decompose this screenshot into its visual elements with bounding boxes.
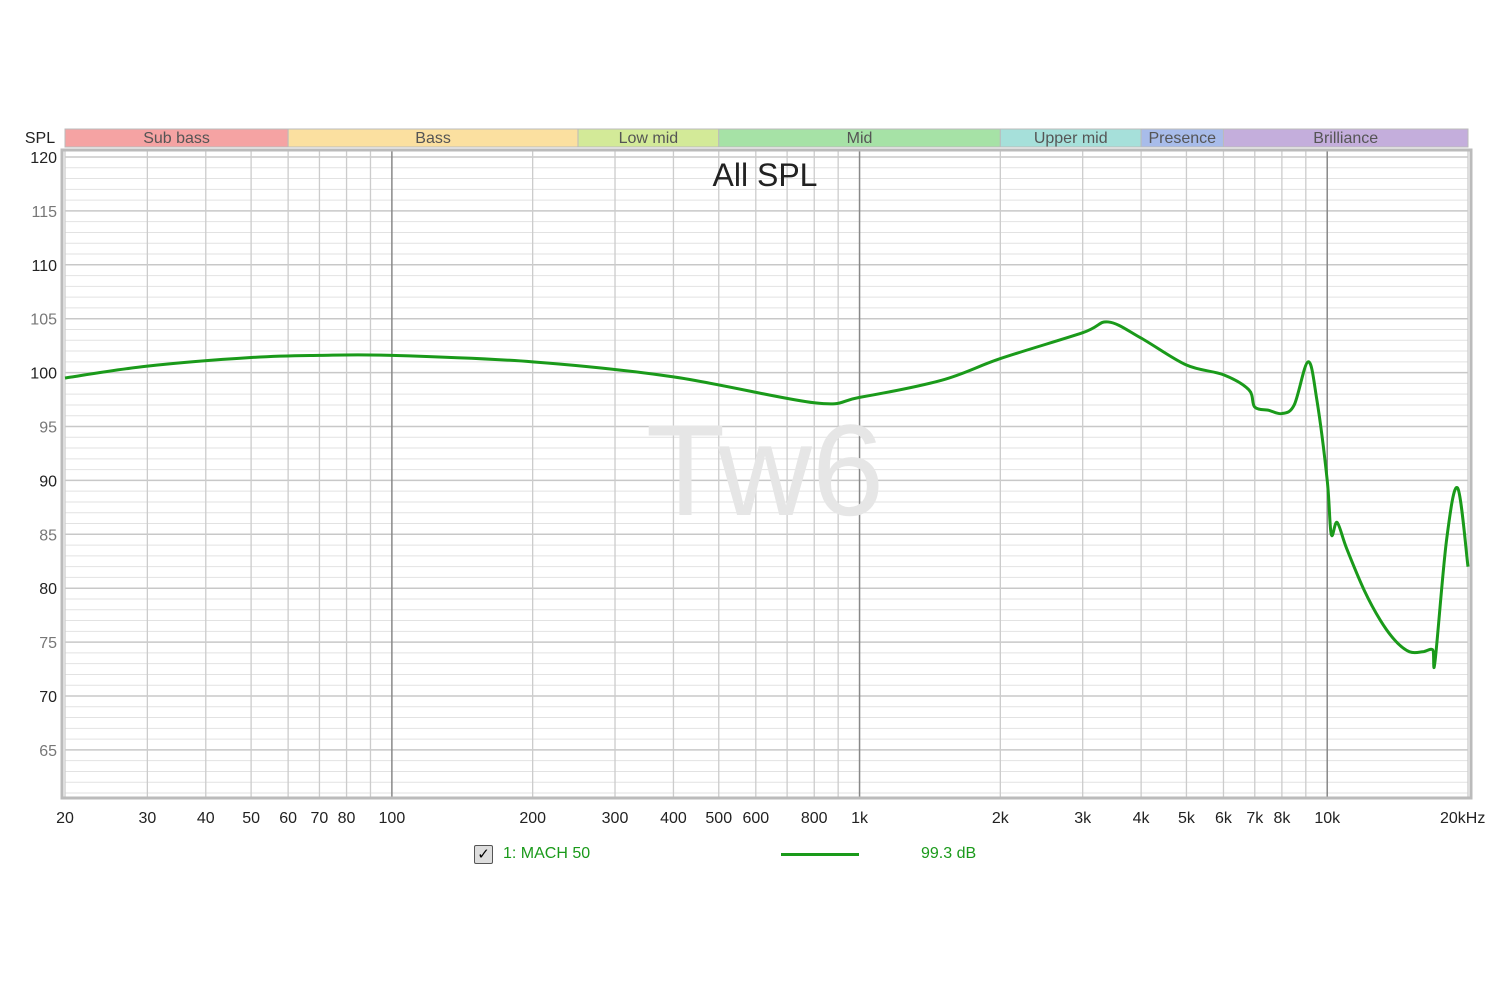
y-tick-label: 120 (30, 150, 57, 167)
band-brilliance (1222, 128, 1469, 148)
plot-area (60, 148, 1473, 800)
x-tick-label: 800 (801, 810, 828, 827)
x-tick-label: 400 (660, 810, 687, 827)
x-tick-label: 20kHz (1440, 810, 1485, 827)
y-tick-label: 110 (31, 258, 57, 275)
y-tick-label: 75 (39, 635, 57, 652)
y-tick-label: 105 (30, 312, 57, 329)
band-label: Presence (1148, 130, 1216, 147)
band-label: Sub bass (143, 130, 210, 147)
y-tick-label: 85 (39, 527, 57, 544)
x-tick-label: 8k (1273, 810, 1291, 827)
band-label: Low mid (619, 130, 679, 147)
x-tick-label: 100 (379, 810, 406, 827)
legend-series-average: 99.3 dB (921, 845, 977, 862)
x-tick-label: 50 (242, 810, 260, 827)
legend: ✓ 1: MACH 50 99.3 dB (474, 842, 976, 866)
x-tick-label: 5k (1178, 810, 1196, 827)
x-tick-label: 3k (1074, 810, 1092, 827)
x-tick-label: 10k (1314, 810, 1341, 827)
x-tick-label: 500 (705, 810, 732, 827)
plot-border (60, 148, 1473, 800)
x-tick-label: 6k (1215, 810, 1233, 827)
band-label: Brilliance (1313, 130, 1378, 147)
y-tick-label: 100 (30, 366, 57, 383)
x-tick-label: 20 (56, 810, 74, 827)
x-tick-label: 7k (1246, 810, 1264, 827)
y-tick-label: 70 (39, 689, 57, 706)
y-tick-label: 115 (31, 204, 57, 221)
x-tick-label: 60 (279, 810, 297, 827)
y-tick-label: 95 (39, 420, 57, 437)
band-label: Bass (415, 130, 451, 147)
x-tick-label: 70 (311, 810, 329, 827)
watermark: Tw6 (646, 397, 884, 543)
legend-line-swatch (781, 852, 859, 856)
chart-title: All SPL (713, 157, 818, 193)
x-tick-label: 40 (197, 810, 215, 827)
band-label: Upper mid (1034, 130, 1108, 147)
legend-series-name: 1: MACH 50 (503, 845, 591, 862)
series-line-mach-50 (64, 320, 1470, 670)
x-tick-label: 600 (742, 810, 769, 827)
x-tick-label: 200 (519, 810, 546, 827)
x-tick-label: 300 (602, 810, 629, 827)
y-tick-label: 90 (39, 473, 57, 490)
band-label: Mid (847, 130, 873, 147)
series-checkbox[interactable]: ✓ (474, 844, 493, 864)
y-tick-label: 65 (39, 743, 57, 760)
x-tick-label: 80 (338, 810, 356, 827)
x-tick-label: 2k (992, 810, 1010, 827)
y-tick-label: 80 (39, 581, 57, 598)
x-tick-label: 4k (1133, 810, 1151, 827)
x-tick-label: 1k (851, 810, 869, 827)
y-axis-label: SPL (25, 130, 55, 147)
x-tick-label: 30 (138, 810, 156, 827)
